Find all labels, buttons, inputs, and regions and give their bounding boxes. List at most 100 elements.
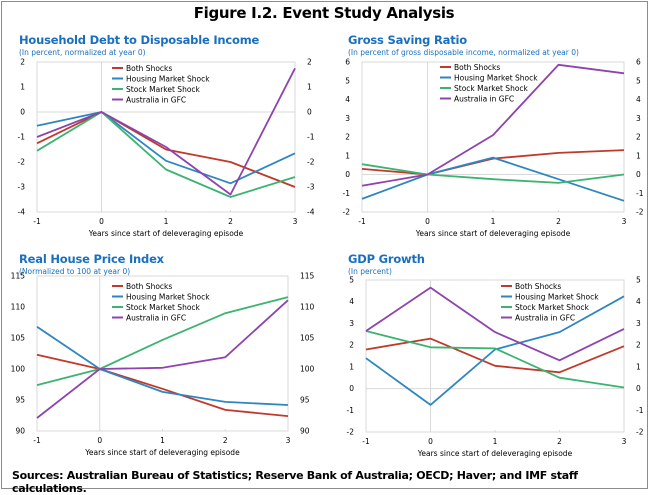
y-tick-label-right: 4: [636, 297, 641, 306]
x-tick-label: 2: [556, 217, 561, 226]
y-tick-label-right: 2: [307, 58, 312, 67]
x-tick-label: 3: [286, 436, 291, 445]
x-tick-label: 2: [557, 437, 562, 446]
series-line-stock-market-shock: [365, 330, 625, 389]
x-tick-label: 1: [160, 436, 165, 445]
y-tick-label-right: 1: [636, 362, 641, 371]
x-tick-label: 1: [493, 437, 498, 446]
figure-title: Figure I.2. Event Study Analysis: [193, 4, 455, 22]
legend-label: Stock Market Shock: [126, 303, 201, 312]
y-tick-label-left: 0: [20, 108, 25, 117]
y-tick-label-right: 5: [636, 76, 641, 85]
y-tick-label-right: 3: [636, 114, 641, 123]
x-axis-label: Years since start of deleveraging episod…: [88, 229, 244, 238]
legend-label: Both Shocks: [126, 64, 172, 73]
series-line-both-shocks: [36, 111, 296, 188]
y-tick-label-right: 95: [300, 396, 310, 405]
y-tick-label-right: 5: [636, 276, 641, 285]
y-tick-label-right: -1: [636, 406, 644, 415]
series-line-stock-market-shock: [36, 111, 296, 198]
x-tick-label: 3: [622, 437, 627, 446]
legend-label: Stock Market Shock: [126, 85, 201, 94]
y-tick-label-left: -1: [18, 133, 26, 142]
x-tick-label: -1: [362, 437, 370, 446]
series-line-housing-market-shock: [36, 111, 296, 185]
y-tick-label-right: -2: [307, 158, 315, 167]
legend-label: Both Shocks: [454, 63, 500, 72]
legend-label: Housing Market Shock: [454, 73, 538, 82]
x-tick-label: 0: [425, 217, 430, 226]
y-tick-label-left: 0: [345, 170, 350, 179]
panel-subtitle-household-debt: (In percent, normalized at year 0): [19, 48, 146, 57]
y-tick-label-left: 90: [15, 427, 25, 436]
y-tick-label-right: 90: [300, 427, 310, 436]
legend-label: Stock Market Shock: [515, 303, 590, 312]
series-line-australia-in-gfc: [361, 63, 625, 187]
series-line-australia-in-gfc: [36, 67, 296, 196]
series-line-both-shocks: [36, 353, 289, 417]
x-tick-label: 3: [622, 217, 627, 226]
y-tick-label-left: 3: [349, 319, 354, 328]
x-tick-label: 3: [293, 217, 298, 226]
x-tick-label: 1: [164, 217, 169, 226]
series-line-housing-market-shock: [36, 326, 289, 406]
y-tick-label-left: 95: [15, 396, 25, 405]
panel-title-gdp-growth: GDP Growth: [348, 252, 425, 266]
y-tick-label-right: -3: [307, 183, 315, 192]
y-tick-label-right: 115: [300, 272, 315, 281]
legend-label: Australia in GFC: [126, 95, 186, 104]
series-line-both-shocks: [365, 337, 625, 374]
legend-label: Housing Market Shock: [126, 74, 210, 83]
chart-panel-3: -2 -2 -1 -1 0 0 1 1 2 2 3 3 4 4 5 5 -1 0 1 2 3 Years since st…: [347, 276, 644, 459]
chart-panel-2: 90 90 95 95 100 100 105 105 110 110 115 115 -1 0 1 2 3 Ye…: [11, 272, 315, 458]
legend-label: Australia in GFC: [454, 94, 514, 103]
series-line-both-shocks: [361, 149, 625, 176]
y-tick-label-right: 0: [636, 384, 641, 393]
x-tick-label: -1: [33, 436, 41, 445]
panel-subtitle-gross-saving: (In percent of gross disposable income, …: [348, 48, 579, 57]
x-axis-label: Years since start of deleveraging episod…: [84, 448, 240, 457]
chart-panel-1: -2 -2 -1 -1 0 0 1 1 2 2 3 3 4 4 5 5 6 6 -1 0 1 2 3 Years since …: [343, 58, 644, 239]
x-tick-label: 1: [491, 217, 496, 226]
series-line-australia-in-gfc: [365, 286, 625, 362]
y-tick-label-left: 1: [20, 83, 25, 92]
y-tick-label-right: 110: [300, 303, 315, 312]
y-tick-label-left: -3: [18, 183, 26, 192]
panel-subtitle-house-price: (Normalized to 100 at year 0): [19, 267, 131, 276]
y-tick-label-left: 0: [349, 384, 354, 393]
series-line-australia-in-gfc: [36, 299, 289, 419]
y-tick-label-right: 1: [636, 151, 641, 160]
y-tick-label-left: -1: [347, 406, 355, 415]
y-tick-label-right: 2: [636, 341, 641, 350]
y-tick-label-left: 2: [349, 341, 354, 350]
y-tick-label-left: 6: [345, 58, 350, 67]
legend-label: Stock Market Shock: [454, 84, 529, 93]
series-line-stock-market-shock: [36, 296, 289, 386]
series-line-stock-market-shock: [361, 163, 625, 184]
legend-label: Australia in GFC: [126, 313, 186, 322]
y-tick-label-left: 5: [349, 276, 354, 285]
panel-title-household-debt: Household Debt to Disposable Income: [19, 33, 260, 47]
y-tick-label-left: 110: [11, 303, 26, 312]
y-tick-label-right: 4: [636, 95, 641, 104]
y-tick-label-right: -2: [636, 428, 644, 437]
y-tick-label-left: 100: [11, 365, 26, 374]
legend-label: Both Shocks: [126, 282, 172, 291]
y-tick-label-left: 2: [345, 133, 350, 142]
y-tick-label-right: -4: [307, 208, 315, 217]
y-tick-label-right: -2: [636, 208, 644, 217]
y-tick-label-left: 5: [345, 76, 350, 85]
series-line-housing-market-shock: [361, 156, 625, 202]
sources-note: Sources: Australian Bureau of Statistics…: [12, 469, 578, 495]
panel-title-gross-saving: Gross Saving Ratio: [348, 33, 467, 47]
y-tick-label-left: -4: [18, 208, 26, 217]
x-tick-label: 0: [99, 217, 104, 226]
y-tick-label-right: -1: [636, 189, 644, 198]
x-tick-label: 0: [97, 436, 102, 445]
chart-panel-0: -4 -4 -3 -3 -2 -2 -1 -1 0 0 1 1 2 2 -1 0 1 2 3 Years since …: [18, 58, 315, 239]
y-tick-label-right: -1: [307, 133, 315, 142]
y-tick-label-left: 2: [20, 58, 25, 67]
y-tick-label-right: 100: [300, 365, 315, 374]
y-tick-label-right: 105: [300, 334, 315, 343]
